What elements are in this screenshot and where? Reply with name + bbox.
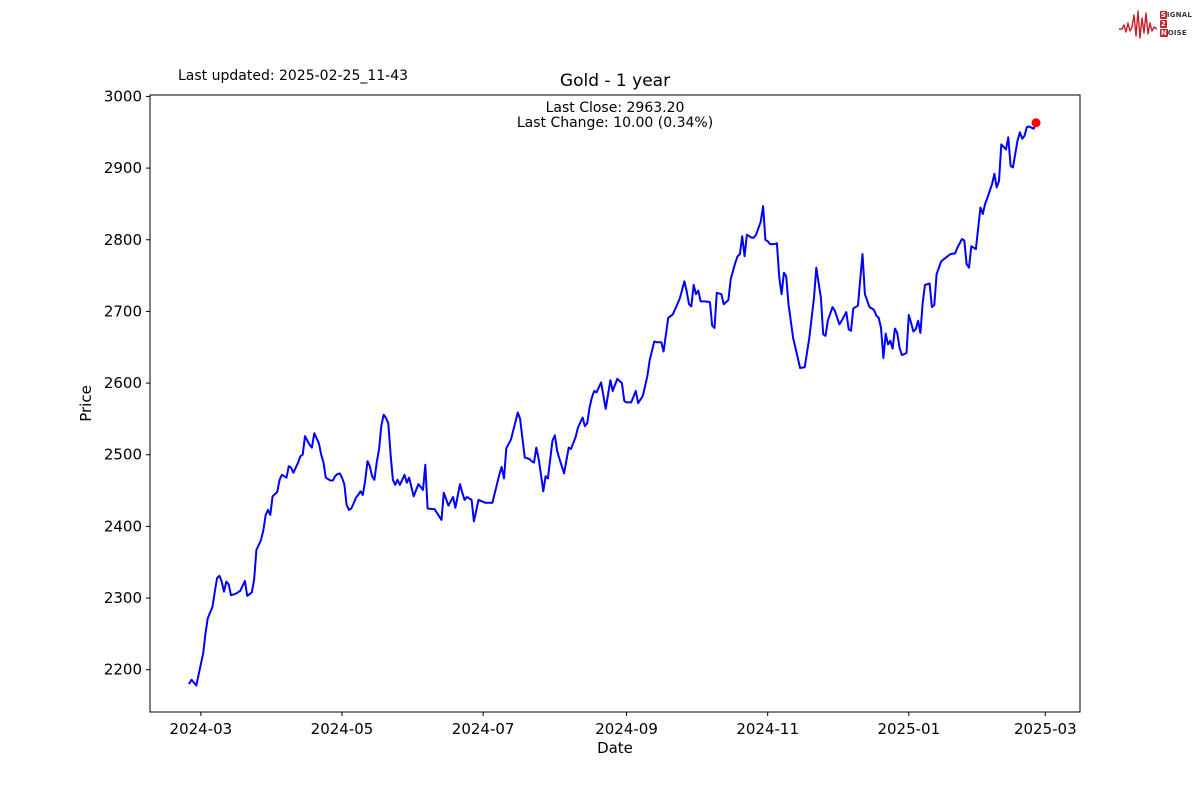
x-tick-label: 2024-03 (170, 720, 233, 738)
x-tick-label: 2025-03 (1014, 720, 1077, 738)
y-tick-label: 2200 (104, 661, 142, 679)
logo-letter-s: S (1159, 11, 1167, 19)
y-tick-label: 2900 (104, 159, 142, 177)
logo-row-noise: N OISE (1159, 29, 1187, 37)
y-tick-label: 2800 (104, 231, 142, 249)
last-point-marker (1031, 118, 1041, 128)
x-axis-label: Date (597, 739, 633, 757)
logo-row-2: 2 (1159, 20, 1192, 28)
last-change-text: Last Change: 10.00 (0.34%) (516, 115, 714, 131)
x-tick-label: 2024-09 (595, 720, 658, 738)
price-line (188, 121, 1037, 687)
y-tick-label: 3000 (104, 87, 142, 105)
y-tick-label: 2600 (104, 374, 142, 392)
plot-border (149, 94, 1081, 713)
y-axis-label: Price (77, 385, 95, 422)
last-updated-text: Last updated: 2025-02-25_11-43 (178, 68, 409, 84)
last-close-text: Last Close: 2963.20 (545, 100, 685, 116)
x-tick-label: 2024-07 (452, 720, 515, 738)
waveform-icon (1118, 10, 1158, 39)
y-tick-label: 2700 (104, 302, 142, 320)
x-tick-label: 2025-01 (877, 720, 940, 738)
y-tick-label: 2400 (104, 517, 142, 535)
logo-row-signal: S IGNAL (1159, 11, 1192, 19)
x-tick-label: 2024-11 (736, 720, 799, 738)
logo-letter-n: N (1159, 29, 1168, 37)
logo-letter-2: 2 (1159, 20, 1167, 28)
chart-title: Gold - 1 year (559, 71, 671, 91)
logo: S IGNAL 2 N OISE (1118, 6, 1192, 42)
x-tick-label: 2024-05 (311, 720, 374, 738)
y-tick-label: 2500 (104, 446, 142, 464)
y-tick-label: 2300 (104, 589, 142, 607)
